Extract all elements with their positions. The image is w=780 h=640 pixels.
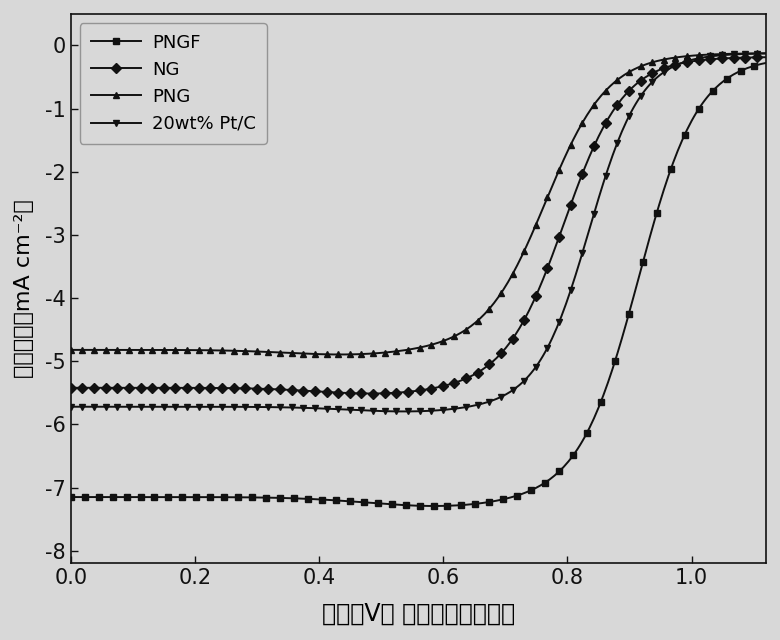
PNG: [482, 308, 491, 316]
Legend: PNGF, NG, PNG, 20wt% Pt/C: PNGF, NG, PNG, 20wt% Pt/C: [80, 23, 267, 143]
Line: PNGF: PNGF: [67, 60, 770, 509]
X-axis label: 电位（V） 相对于可逆氢电极: 电位（V） 相对于可逆氢电极: [322, 602, 515, 626]
20wt% Pt/C: [699, 54, 708, 61]
PNGF: [494, 497, 503, 504]
20wt% Pt/C: [482, 399, 491, 406]
NG: [699, 56, 708, 64]
PNGF: [480, 499, 489, 506]
NG: [761, 53, 771, 61]
NG: [66, 384, 76, 392]
NG: [494, 352, 503, 360]
PNG: [699, 51, 708, 59]
NG: [482, 362, 491, 370]
Line: 20wt% Pt/C: 20wt% Pt/C: [67, 50, 770, 415]
PNG: [66, 346, 76, 354]
PNGF: [761, 59, 771, 67]
PNGF: [482, 499, 491, 506]
PNG: [761, 49, 771, 57]
20wt% Pt/C: [494, 394, 503, 402]
NG: [69, 384, 78, 392]
PNGF: [69, 493, 78, 501]
20wt% Pt/C: [69, 403, 78, 411]
PNG: [654, 57, 664, 65]
PNG: [69, 346, 78, 354]
PNGF: [654, 201, 664, 209]
20wt% Pt/C: [761, 50, 771, 58]
NG: [366, 390, 375, 397]
PNG: [336, 351, 346, 358]
Line: PNG: PNG: [67, 50, 770, 358]
PNG: [480, 310, 489, 317]
20wt% Pt/C: [399, 408, 408, 415]
PNGF: [66, 493, 76, 501]
20wt% Pt/C: [66, 403, 76, 411]
PNGF: [699, 99, 708, 106]
NG: [654, 66, 664, 74]
PNG: [494, 293, 503, 301]
NG: [480, 364, 489, 372]
Y-axis label: 电流密度（mA cm⁻²）: 电流密度（mA cm⁻²）: [14, 199, 34, 378]
PNGF: [429, 502, 438, 510]
Line: NG: NG: [67, 54, 770, 397]
20wt% Pt/C: [654, 72, 664, 79]
20wt% Pt/C: [480, 399, 489, 407]
